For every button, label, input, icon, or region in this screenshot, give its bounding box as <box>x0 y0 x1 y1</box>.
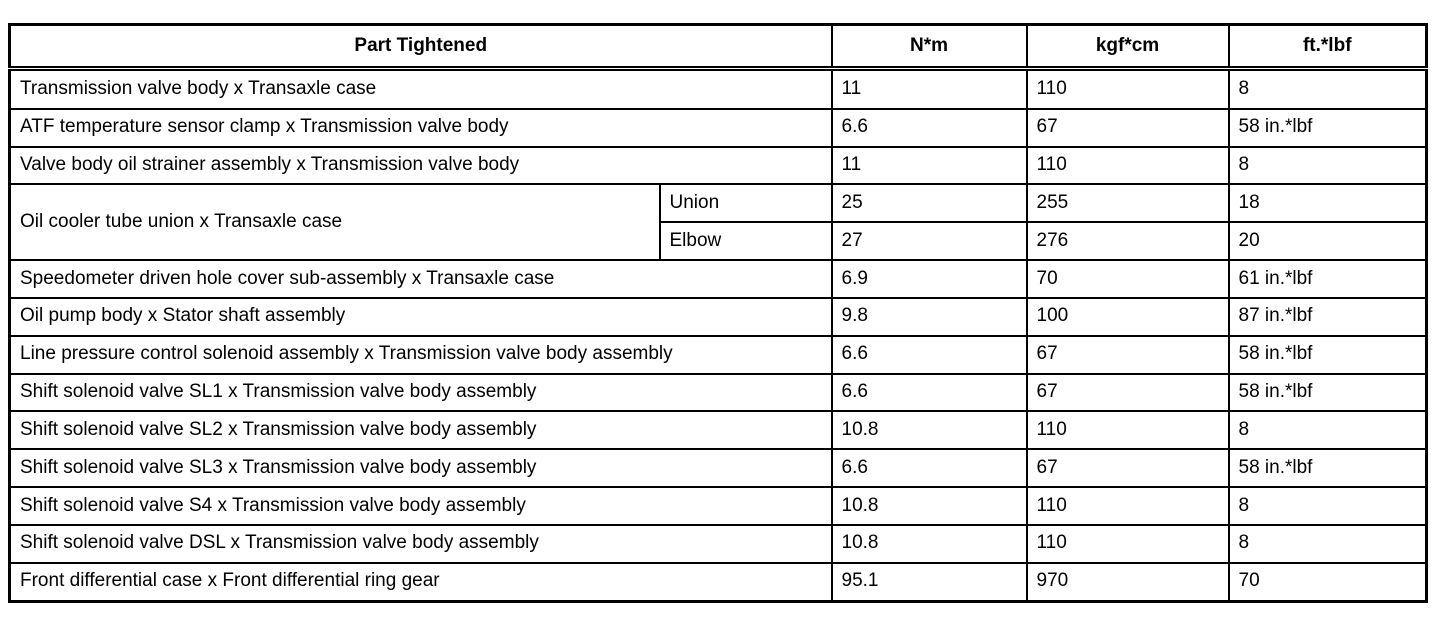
part-cell: Shift solenoid valve DSL x Transmission … <box>8 523 833 564</box>
part-cell: Shift solenoid valve SL3 x Transmission … <box>8 448 833 489</box>
ftlbf-cell: 8 <box>1227 410 1428 451</box>
nm-cell: 10.8 <box>830 486 1028 526</box>
sub-part-cell: Union <box>658 183 833 224</box>
ftlbf-cell: 58 in.*lbf <box>1227 334 1428 375</box>
table-row: Line pressure control solenoid assembly … <box>8 334 1428 375</box>
table-row: Speedometer driven hole cover sub-assemb… <box>8 259 1428 299</box>
ftlbf-cell: 87 in.*lbf <box>1227 296 1428 337</box>
nm-cell: 6.6 <box>830 334 1028 375</box>
ftlbf-cell: 8 <box>1227 145 1428 186</box>
ftlbf-cell: 70 <box>1227 561 1428 603</box>
kgfcm-cell: 110 <box>1025 67 1230 110</box>
kgfcm-cell: 67 <box>1025 448 1230 489</box>
table-row: Shift solenoid valve DSL x Transmission … <box>8 523 1428 564</box>
table-header: Part Tightened N*m kgf*cm ft.*lbf <box>8 23 1428 71</box>
nm-cell: 27 <box>830 221 1028 262</box>
table-row: Shift solenoid valve SL2 x Transmission … <box>8 410 1428 451</box>
ftlbf-cell: 8 <box>1227 486 1428 526</box>
ftlbf-cell: 58 in.*lbf <box>1227 448 1428 489</box>
column-header-nm: N*m <box>830 23 1028 71</box>
nm-cell: 11 <box>830 67 1028 110</box>
part-cell: Line pressure control solenoid assembly … <box>8 334 833 375</box>
ftlbf-cell: 61 in.*lbf <box>1227 259 1428 299</box>
part-cell: Oil cooler tube union x Transaxle case <box>8 183 661 262</box>
part-cell: Speedometer driven hole cover sub-assemb… <box>8 259 833 299</box>
part-cell: Shift solenoid valve SL1 x Transmission … <box>8 372 833 413</box>
table-row: Shift solenoid valve SL3 x Transmission … <box>8 448 1428 489</box>
table-body: Transmission valve body x Transaxle case… <box>8 67 1428 603</box>
column-header-kgfcm: kgf*cm <box>1025 23 1230 71</box>
ftlbf-cell: 8 <box>1227 523 1428 564</box>
sub-part-cell: Elbow <box>658 221 833 262</box>
table-row: Oil cooler tube union x Transaxle case Un… <box>8 183 1428 262</box>
ftlbf-cell: 18 <box>1227 183 1428 224</box>
nm-cell: 6.6 <box>830 372 1028 413</box>
part-cell: Shift solenoid valve SL2 x Transmission … <box>8 410 833 451</box>
kgfcm-cell: 110 <box>1025 486 1230 526</box>
nm-cell: 6.6 <box>830 448 1028 489</box>
table-row: Oil pump body x Stator shaft assembly 9.8… <box>8 296 1428 337</box>
column-header-ftlbf: ft.*lbf <box>1227 23 1428 71</box>
kgfcm-cell: 110 <box>1025 145 1230 186</box>
nm-cell: 10.8 <box>830 410 1028 451</box>
kgfcm-cell: 276 <box>1025 221 1230 262</box>
table-row: Shift solenoid valve SL1 x Transmission … <box>8 372 1428 413</box>
kgfcm-cell: 67 <box>1025 372 1230 413</box>
part-cell: Front differential case x Front differen… <box>8 561 833 603</box>
kgfcm-cell: 110 <box>1025 410 1230 451</box>
nm-cell: 6.9 <box>830 259 1028 299</box>
table-row: Elbow 27 276 20 <box>10 221 1428 262</box>
part-cell: ATF temperature sensor clamp x Transmiss… <box>8 107 833 148</box>
table-row: Front differential case x Front differen… <box>8 561 1428 603</box>
kgfcm-cell: 70 <box>1025 259 1230 299</box>
nm-cell: 95.1 <box>830 561 1028 603</box>
table-row: Transmission valve body x Transaxle case… <box>8 67 1428 110</box>
torque-spec-table: Part Tightened N*m kgf*cm ft.*lbf Transm… <box>8 23 1428 603</box>
ftlbf-cell: 20 <box>1227 221 1428 262</box>
table-row: Shift solenoid valve S4 x Transmission v… <box>8 486 1428 526</box>
table-row: ATF temperature sensor clamp x Transmiss… <box>8 107 1428 148</box>
ftlbf-cell: 58 in.*lbf <box>1227 107 1428 148</box>
table-row: Valve body oil strainer assembly x Trans… <box>8 145 1428 186</box>
nm-cell: 25 <box>830 183 1028 224</box>
nm-cell: 9.8 <box>830 296 1028 337</box>
nm-cell: 6.6 <box>830 107 1028 148</box>
part-cell: Transmission valve body x Transaxle case <box>8 67 833 110</box>
kgfcm-cell: 110 <box>1025 523 1230 564</box>
kgfcm-cell: 100 <box>1025 296 1230 337</box>
nm-cell: 11 <box>830 145 1028 186</box>
part-cell: Oil pump body x Stator shaft assembly <box>8 296 833 337</box>
kgfcm-cell: 67 <box>1025 334 1230 375</box>
part-cell: Valve body oil strainer assembly x Trans… <box>8 145 833 186</box>
kgfcm-cell: 970 <box>1025 561 1230 603</box>
kgfcm-cell: 255 <box>1025 183 1230 224</box>
ftlbf-cell: 8 <box>1227 67 1428 110</box>
ftlbf-cell: 58 in.*lbf <box>1227 372 1428 413</box>
kgfcm-cell: 67 <box>1025 107 1230 148</box>
part-cell: Shift solenoid valve S4 x Transmission v… <box>8 486 833 526</box>
column-header-part-tightened: Part Tightened <box>8 23 833 71</box>
header-row: Part Tightened N*m kgf*cm ft.*lbf <box>8 23 1428 71</box>
nm-cell: 10.8 <box>830 523 1028 564</box>
